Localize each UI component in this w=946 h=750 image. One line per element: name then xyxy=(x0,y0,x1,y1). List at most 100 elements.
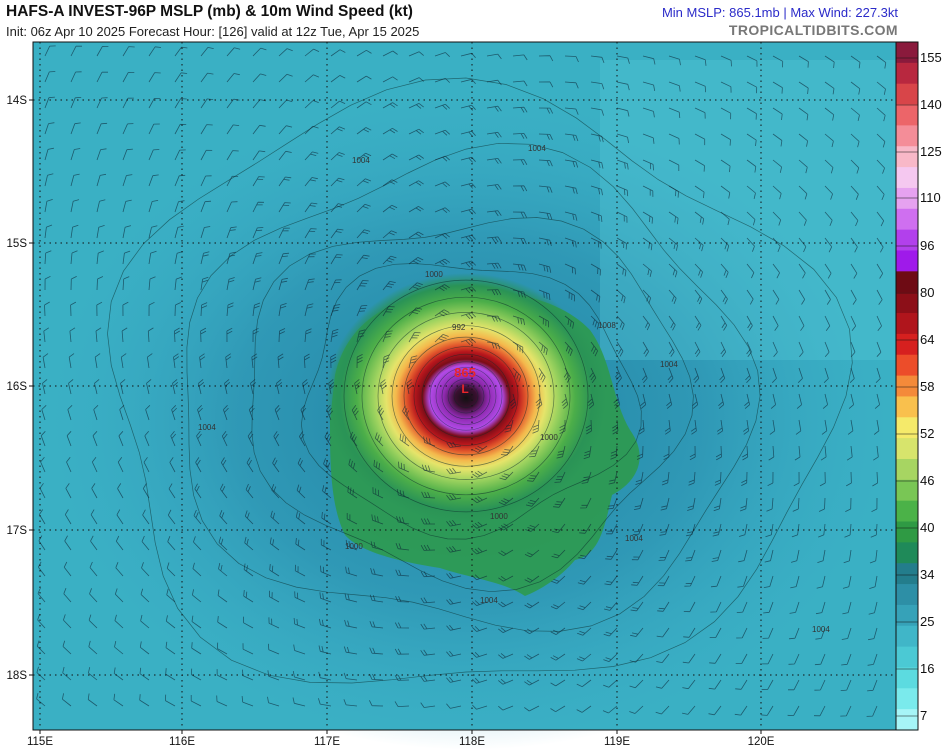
wind-barb xyxy=(299,431,306,447)
wind-barb xyxy=(369,594,384,603)
wind-barb xyxy=(486,315,501,322)
wind-barb xyxy=(772,367,777,383)
wind-barb xyxy=(408,180,424,187)
wind-barb xyxy=(446,441,462,448)
wind-barb xyxy=(398,461,410,473)
wind-barb xyxy=(876,55,887,69)
wind-barb xyxy=(395,569,410,577)
wind-barb xyxy=(498,678,514,685)
wind-barb xyxy=(472,677,488,684)
wind-barb xyxy=(460,286,476,294)
isobar-ring xyxy=(377,312,555,480)
isobar-ring xyxy=(413,346,519,446)
wind-barb xyxy=(115,535,124,551)
wind-barb xyxy=(87,693,98,707)
wind-barb xyxy=(292,697,306,707)
wind-barb xyxy=(167,509,176,525)
wind-barb xyxy=(408,257,424,265)
colorbar-swatch xyxy=(896,458,918,481)
wind-barb xyxy=(166,588,176,603)
wind-barb xyxy=(460,338,476,345)
isobar-ring xyxy=(441,372,491,420)
wind-barb xyxy=(173,353,180,369)
wind-barb xyxy=(252,201,265,213)
isobar-ring xyxy=(343,279,589,513)
wind-barb xyxy=(629,679,644,689)
wind-barb xyxy=(500,445,514,456)
wind-barb xyxy=(420,597,436,604)
wind-barb xyxy=(820,445,827,461)
wind-barb xyxy=(538,263,552,273)
wind-barb xyxy=(174,149,186,161)
wind-barb xyxy=(200,200,212,213)
wind-barb xyxy=(564,315,575,329)
wind-barb xyxy=(602,705,618,714)
wind-barb xyxy=(198,379,205,395)
wind-barb xyxy=(174,174,186,187)
wind-barb xyxy=(165,668,176,681)
wind-barb xyxy=(535,393,543,409)
wind-barb xyxy=(193,509,202,525)
wind-barb xyxy=(141,535,150,551)
wind-barb xyxy=(798,237,807,253)
wind-barb xyxy=(122,276,130,291)
wind-barb xyxy=(772,107,783,121)
wind-barb xyxy=(420,544,436,551)
wind-barb xyxy=(304,228,317,239)
wind-barb xyxy=(630,601,644,612)
wind-barb xyxy=(798,107,809,121)
wind-barb xyxy=(370,541,384,551)
wind-barb xyxy=(117,457,124,473)
wind-barb xyxy=(746,81,758,94)
wind-barb xyxy=(66,431,72,447)
wind-barb xyxy=(200,251,210,265)
wind-barb xyxy=(745,367,751,383)
calm-region xyxy=(600,60,896,360)
wind-barb xyxy=(408,154,424,161)
wind-barb xyxy=(873,419,880,435)
wind-barb xyxy=(44,147,54,161)
wind-barb xyxy=(434,207,450,214)
wind-barb xyxy=(616,211,628,223)
wind-barb xyxy=(197,405,203,421)
wind-barb xyxy=(850,341,856,357)
wind-barb xyxy=(278,73,293,83)
wind-barb xyxy=(44,173,54,187)
wind-barb xyxy=(798,55,809,68)
wind-barb xyxy=(824,55,835,69)
lon-label: 116E xyxy=(169,736,195,748)
wind-barb xyxy=(843,549,852,564)
wind-barb xyxy=(192,589,202,603)
wind-speed-colorbar: 155 140 125 110 96 80 64 58 52 46 40 34 25 16 7 xyxy=(895,41,942,731)
wind-barb xyxy=(849,367,855,383)
wind-barb xyxy=(656,653,670,663)
wind-barb xyxy=(564,133,579,142)
wind-barb xyxy=(191,642,202,655)
wind-barb xyxy=(770,393,776,409)
wind-barb xyxy=(94,379,100,395)
wind-barb xyxy=(330,75,346,83)
wind-barb xyxy=(847,419,854,435)
wind-barb xyxy=(148,174,159,187)
wind-barb xyxy=(682,679,696,690)
wind-barb xyxy=(304,303,314,317)
wind-barb xyxy=(193,536,202,551)
wind-barb xyxy=(120,379,126,395)
wind-barb xyxy=(96,97,108,109)
wind-barb xyxy=(708,705,722,716)
isobar-label: 1000 xyxy=(345,542,363,551)
lon-label: 119E xyxy=(604,736,630,748)
wind-barb xyxy=(564,289,575,302)
wind-barb xyxy=(683,627,696,638)
wind-barb xyxy=(687,497,696,511)
wind-barb xyxy=(70,301,77,317)
wind-barb xyxy=(252,176,265,187)
wind-barb xyxy=(765,523,774,538)
wind-barb xyxy=(96,199,106,213)
wind-barb xyxy=(768,445,775,461)
wind-barb xyxy=(396,489,410,499)
wind-barb xyxy=(694,159,705,172)
wind-barb xyxy=(326,405,334,421)
wind-barb xyxy=(252,73,267,83)
center-pressure-label: 865 xyxy=(454,365,476,380)
